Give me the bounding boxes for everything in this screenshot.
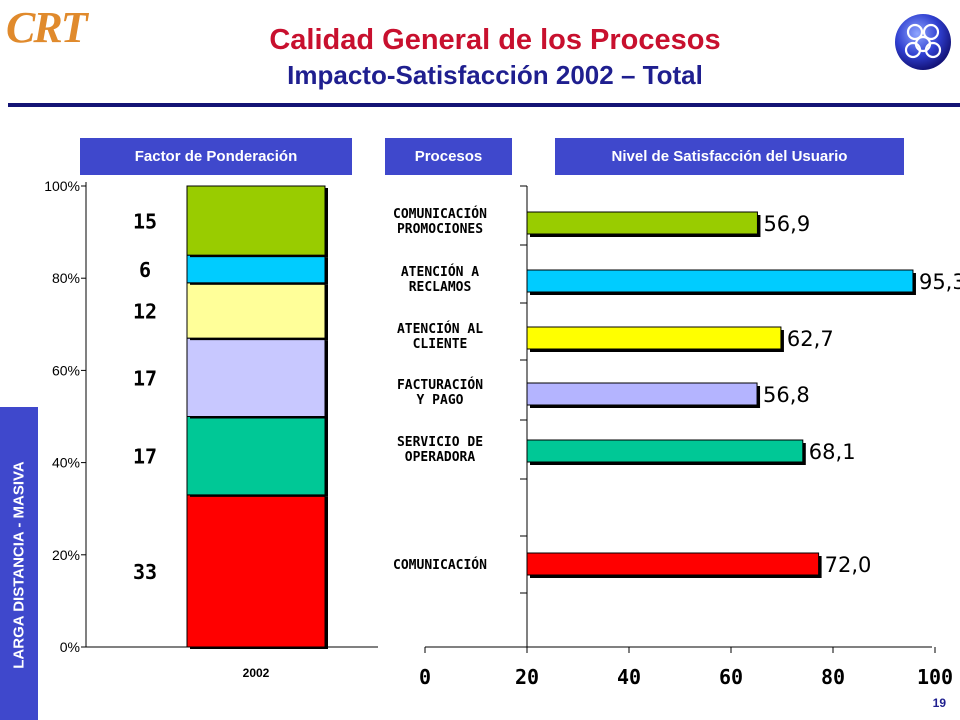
hbar-category-label: COMUNICACIÓN	[393, 557, 487, 573]
hbar-category-label: FACTURACIÓN	[397, 377, 483, 393]
stacked-segment	[186, 254, 326, 284]
page-subtitle: Impacto-Satisfacción 2002 – Total	[287, 60, 703, 90]
page-title: Calidad General de los Procesos	[269, 24, 721, 56]
hbar-bar	[526, 382, 758, 406]
globe-people-icon	[893, 12, 953, 72]
hbar-category-label: ATENCIÓN A	[401, 264, 479, 280]
hbar-value-label: 72,0	[825, 553, 872, 577]
hbar-x-tick-label: 60	[719, 665, 743, 689]
stacked-y-tick-label: 60%	[52, 362, 80, 378]
stacked-segment-label: 33	[133, 560, 157, 584]
stacked-segment-label: 15	[133, 210, 157, 234]
crt-logo: CRT	[6, 3, 88, 52]
stacked-segment	[186, 337, 326, 418]
hbar-bar	[526, 269, 914, 293]
stacked-segment	[186, 494, 326, 648]
header-divider	[8, 103, 960, 107]
nivel-header: Nivel de Satisfacción del Usuario	[555, 138, 904, 175]
stacked-segment-label: 17	[133, 366, 157, 390]
hbar-x-tick-label: 20	[515, 665, 539, 689]
factor-header: Factor de Ponderación	[80, 138, 352, 175]
hbar-value-label: 56,9	[763, 212, 810, 236]
hbar-bar	[526, 326, 782, 350]
hbar-bar	[526, 552, 820, 576]
stacked-y-tick-label: 0%	[60, 639, 80, 655]
hbar-category-label: COMUNICACIÓN	[393, 206, 487, 222]
hbar-x-tick-label: 40	[617, 665, 641, 689]
stacked-segment	[186, 185, 326, 256]
page-number: 19	[932, 696, 946, 710]
sidebar-band	[0, 407, 38, 720]
hbar-category-label: SERVICIO DE	[397, 435, 483, 450]
stacked-y-tick-label: 80%	[52, 270, 80, 286]
stacked-y-tick-label: 20%	[52, 547, 80, 563]
hbar-value-label: 95,3	[919, 270, 960, 294]
hbar-value-label: 62,7	[787, 327, 834, 351]
stacked-segment-label: 17	[133, 445, 157, 469]
hbar-value-label: 56,8	[763, 383, 810, 407]
stacked-segment	[186, 416, 326, 496]
hbar-category-label: Y PAGO	[417, 393, 464, 408]
hbar-category-label: RECLAMOS	[409, 280, 472, 295]
hbar-x-tick-label: 80	[821, 665, 845, 689]
procesos-header: Procesos	[385, 138, 512, 175]
hbar-value-label: 68,1	[809, 440, 856, 464]
hbar-category-label: PROMOCIONES	[397, 222, 483, 237]
stacked-y-tick-label: 100%	[44, 178, 80, 194]
hbar-x-tick-label: 0	[419, 665, 431, 689]
hbar-x-tick-label: 100	[917, 665, 953, 689]
stacked-segment-label: 6	[139, 258, 151, 282]
hbar-category-label: OPERADORA	[405, 450, 476, 465]
hbar-category-label: CLIENTE	[413, 337, 468, 352]
hbar-bar	[526, 439, 804, 463]
hbar-category-label: ATENCIÓN AL	[397, 321, 483, 337]
stacked-segment-label: 12	[133, 299, 157, 323]
stacked-category-label: 2002	[243, 666, 270, 680]
stacked-y-tick-label: 40%	[52, 455, 80, 471]
hbar-bar	[526, 211, 758, 235]
stacked-segment	[186, 282, 326, 339]
